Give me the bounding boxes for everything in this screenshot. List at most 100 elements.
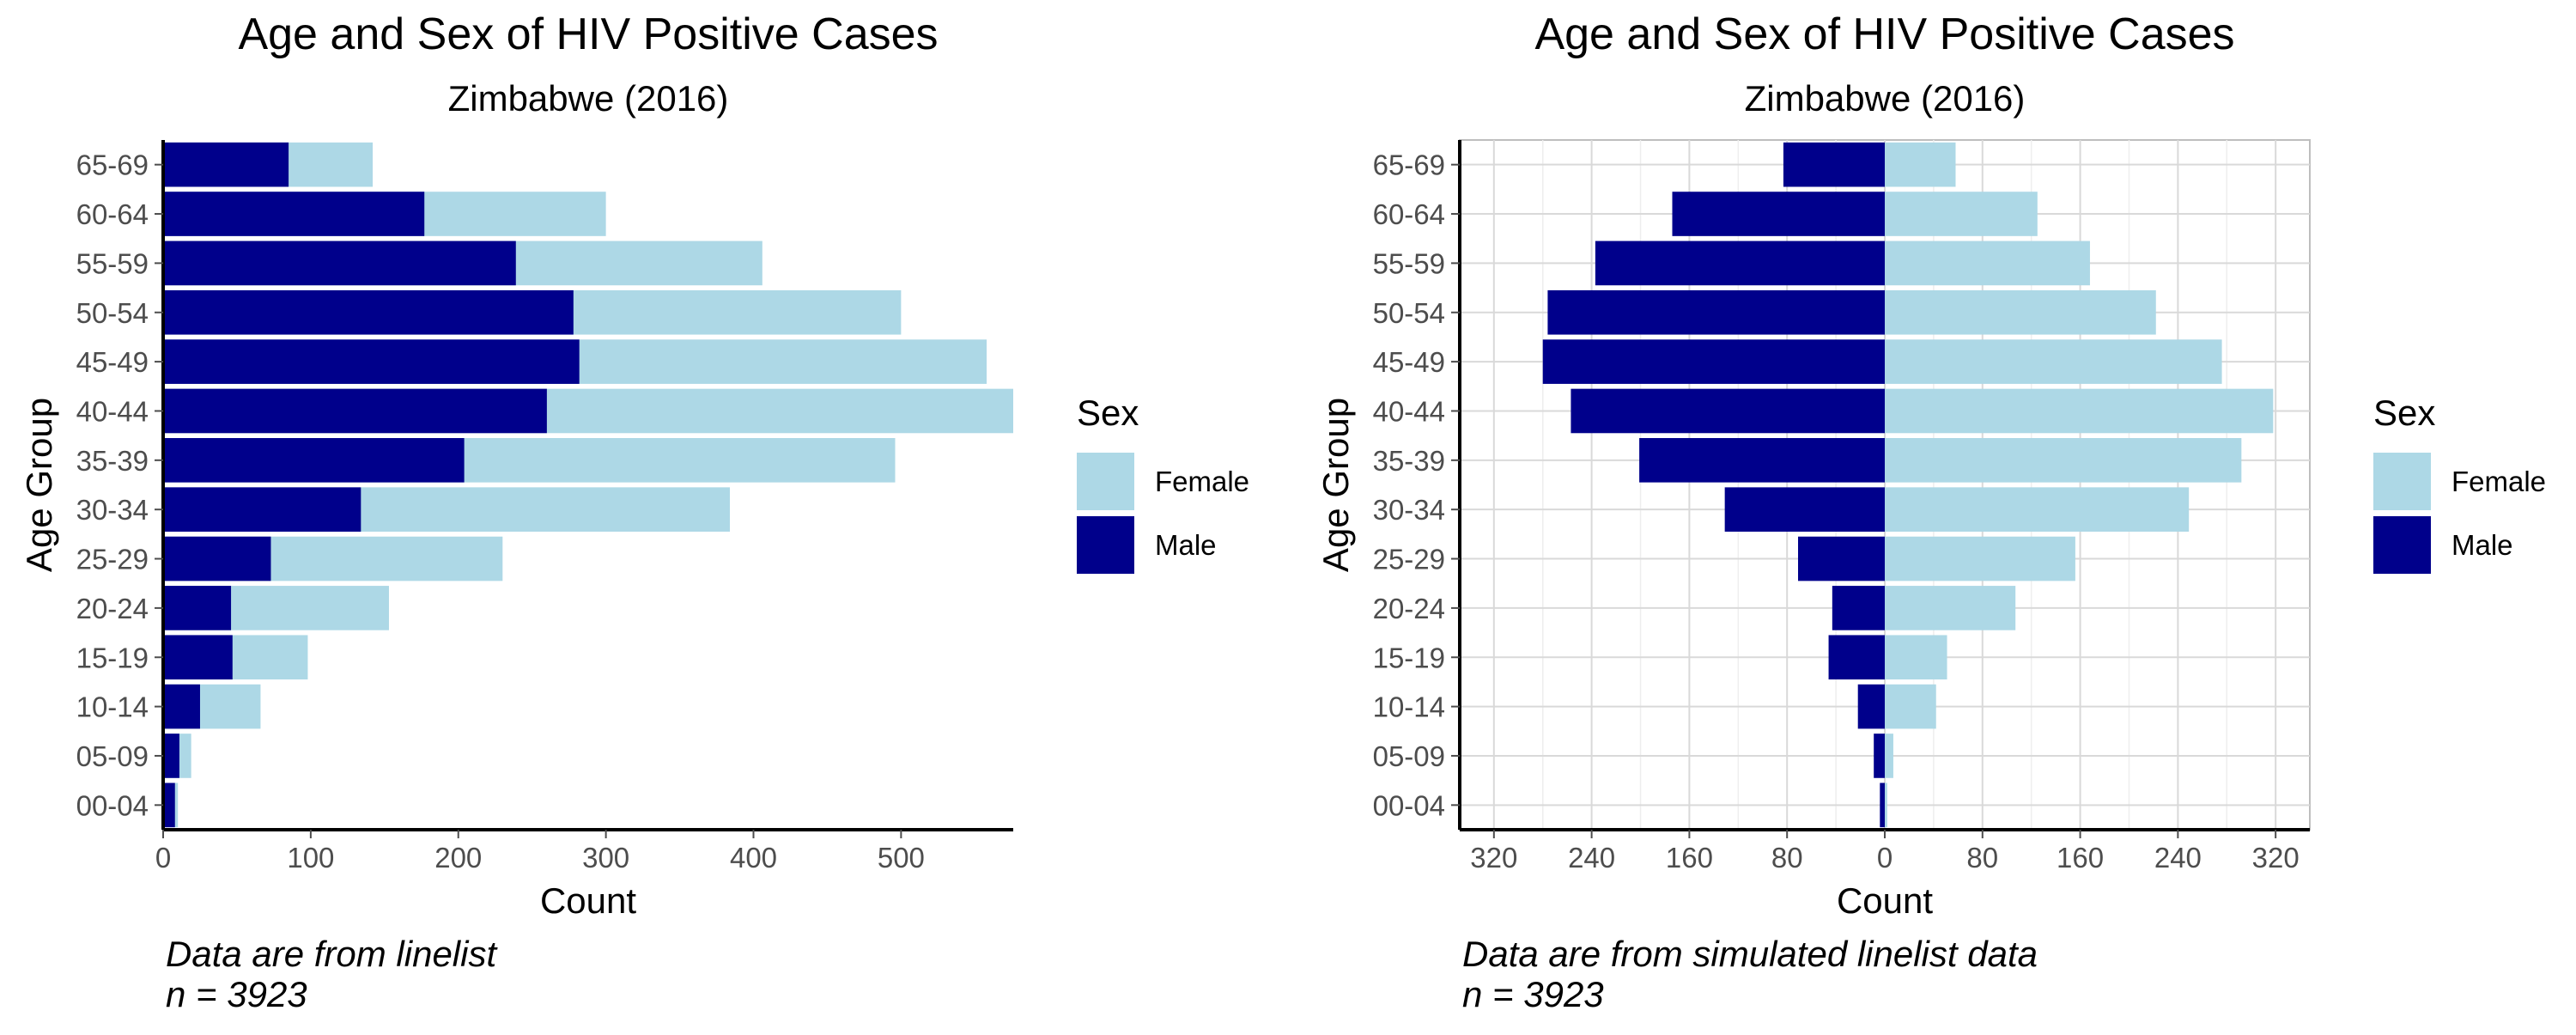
chart-subtitle: Zimbabwe (2016) — [1745, 78, 2026, 119]
bar-male-55-59 — [163, 240, 516, 286]
legend-label-male: Male — [2451, 529, 2513, 561]
bar-male-35-39 — [163, 438, 465, 483]
bar-male-40-44 — [163, 388, 547, 434]
legend-key-male — [2373, 516, 2431, 574]
y-tick-label: 40-44 — [1373, 395, 1445, 427]
y-tick-label: 50-54 — [76, 297, 149, 329]
caption-n: n = 3923 — [1462, 974, 1604, 1014]
y-axis-title: Age Group — [1315, 398, 1356, 572]
x-tick-label: 0 — [155, 842, 171, 874]
y-tick-label: 30-34 — [1373, 494, 1445, 526]
caption-source: Data are from simulated linelist data — [1462, 934, 2038, 974]
x-tick-label: 500 — [878, 842, 925, 874]
x-tick-label: 240 — [1568, 842, 1615, 874]
y-tick-label: 25-29 — [76, 544, 149, 575]
bar-male-60-64 — [163, 192, 425, 236]
bar-male-65-69 — [1783, 142, 1885, 187]
bar-male-45-49 — [163, 339, 580, 384]
y-tick-label: 00-04 — [1373, 789, 1445, 821]
chart-title: Age and Sex of HIV Positive Cases — [1534, 9, 2234, 59]
y-tick-label: 00-04 — [76, 789, 149, 821]
bar-male-05-09 — [163, 734, 179, 778]
y-tick-label: 45-49 — [1373, 346, 1445, 378]
chart-0: Age and Sex of HIV Positive Cases Zimbabw… — [19, 9, 1249, 1014]
bar-female-60-64 — [1885, 192, 2038, 236]
chart-title: Age and Sex of HIV Positive Cases — [238, 9, 938, 59]
bar-male-15-19 — [163, 635, 233, 680]
bar-male-30-34 — [163, 487, 361, 532]
y-tick-label: 25-29 — [1373, 544, 1445, 575]
y-tick-label: 65-69 — [1373, 149, 1445, 181]
x-tick-label: 80 — [1966, 842, 1998, 874]
y-tick-label: 50-54 — [1373, 297, 1445, 329]
y-tick-label: 20-24 — [1373, 593, 1445, 624]
bar-female-20-24 — [1885, 586, 2016, 630]
bar-female-55-59 — [1885, 240, 2090, 286]
chart-panel-right: Age and Sex of HIV Positive Cases Zimbabw… — [1297, 0, 2576, 1031]
x-tick-label: 100 — [287, 842, 334, 874]
bar-female-50-54 — [1885, 289, 2156, 335]
bar-male-20-24 — [1832, 586, 1885, 630]
y-tick-label: 40-44 — [76, 395, 149, 427]
bar-male-25-29 — [1798, 536, 1885, 581]
legend-key-male — [1077, 516, 1134, 574]
bar-male-05-09 — [1874, 734, 1885, 778]
caption-n: n = 3923 — [166, 974, 307, 1014]
bar-female-30-34 — [1885, 487, 2190, 532]
bar-male-55-59 — [1595, 240, 1885, 286]
bar-female-00-04 — [1885, 782, 1887, 828]
bar-male-60-64 — [1672, 192, 1885, 236]
bar-male-00-04 — [1880, 782, 1885, 828]
x-tick-label: 80 — [1771, 842, 1803, 874]
y-tick-label: 35-39 — [1373, 445, 1445, 477]
legend-title: Sex — [2373, 393, 2435, 433]
y-tick-label: 65-69 — [76, 149, 149, 181]
chart-panel-left: Age and Sex of HIV Positive Cases Zimbabw… — [0, 0, 1288, 1031]
y-axis-title: Age Group — [19, 398, 59, 572]
x-tick-label: 400 — [730, 842, 777, 874]
bar-female-05-09 — [1885, 734, 1893, 778]
bar-male-25-29 — [163, 536, 271, 581]
chart-1: Age and Sex of HIV Positive Cases Zimbabw… — [1315, 9, 2546, 1014]
x-tick-label: 160 — [1666, 842, 1713, 874]
y-tick-label: 60-64 — [76, 198, 149, 230]
bar-male-15-19 — [1828, 635, 1885, 680]
y-tick-label: 10-14 — [76, 691, 149, 723]
x-tick-label: 200 — [434, 842, 482, 874]
x-tick-label: 0 — [1877, 842, 1893, 874]
bar-male-10-14 — [163, 684, 200, 729]
y-tick-label: 45-49 — [76, 346, 149, 378]
x-tick-label: 240 — [2154, 842, 2202, 874]
bar-female-45-49 — [1885, 339, 2222, 384]
bar-male-65-69 — [163, 142, 289, 187]
y-tick-label: 15-19 — [76, 642, 149, 673]
bar-male-20-24 — [163, 586, 232, 630]
y-tick-label: 60-64 — [1373, 198, 1445, 230]
x-tick-label: 320 — [1470, 842, 1517, 874]
x-tick-label: 160 — [2057, 842, 2104, 874]
x-axis-title: Count — [540, 880, 636, 921]
bar-female-40-44 — [1885, 388, 2274, 434]
legend-key-female — [2373, 453, 2431, 510]
legend-title: Sex — [1077, 393, 1139, 433]
bar-male-50-54 — [1547, 289, 1885, 335]
y-tick-label: 55-59 — [76, 247, 149, 279]
y-tick-label: 10-14 — [1373, 691, 1445, 723]
bar-male-00-04 — [163, 782, 175, 828]
x-tick-label: 320 — [2252, 842, 2300, 874]
y-tick-label: 05-09 — [76, 740, 149, 772]
legend-key-female — [1077, 453, 1134, 510]
y-tick-label: 15-19 — [1373, 642, 1445, 673]
bar-female-35-39 — [1885, 438, 2242, 483]
bar-female-25-29 — [1885, 536, 2075, 581]
y-tick-label: 20-24 — [76, 593, 149, 624]
y-tick-label: 35-39 — [76, 445, 149, 477]
bar-male-50-54 — [163, 289, 574, 335]
x-axis-title: Count — [1837, 880, 1933, 921]
bar-male-40-44 — [1571, 388, 1885, 434]
bar-male-45-49 — [1542, 339, 1885, 384]
legend-label-male: Male — [1155, 529, 1217, 561]
bar-male-30-34 — [1724, 487, 1885, 532]
y-tick-label: 30-34 — [76, 494, 149, 526]
legend-label-female: Female — [1155, 466, 1249, 497]
